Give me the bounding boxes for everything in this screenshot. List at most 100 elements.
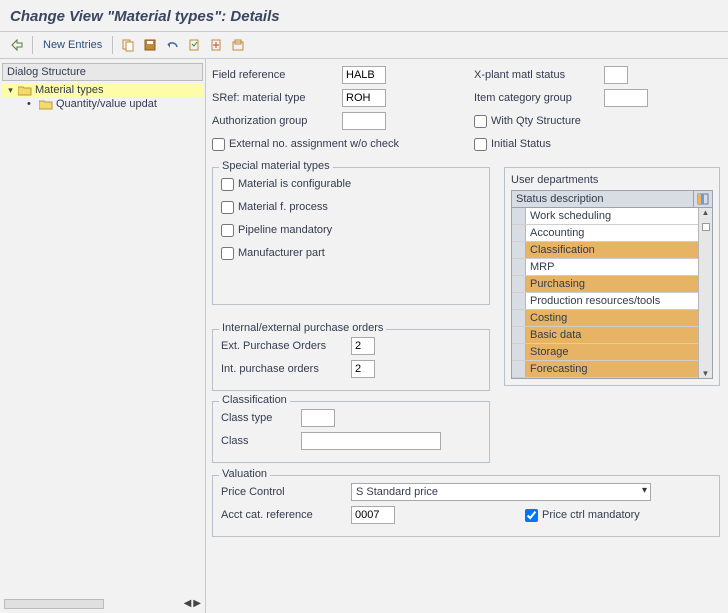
int-po-input[interactable] (351, 360, 375, 378)
dept-row[interactable]: Storage (512, 344, 698, 361)
dept-row[interactable]: Accounting (512, 225, 698, 242)
special-title: Special material types (219, 160, 333, 172)
price-control-label: Price Control (221, 486, 351, 498)
field-reference-input[interactable] (342, 66, 386, 84)
dept-cell: MRP (526, 259, 698, 275)
copy-icon[interactable] (119, 36, 137, 54)
scroll-down-icon[interactable]: ▼ (702, 369, 710, 378)
dept-row[interactable]: Work scheduling (512, 208, 698, 225)
row-handle[interactable] (512, 242, 526, 258)
sref-material-type-label: SRef: material type (212, 92, 342, 104)
dept-row[interactable]: Purchasing (512, 276, 698, 293)
purchase-orders-group: Internal/external purchase orders Ext. P… (212, 329, 490, 391)
row-handle[interactable] (512, 327, 526, 343)
acct-cat-input[interactable] (351, 506, 395, 524)
with-qty-checkbox[interactable] (474, 115, 487, 128)
field-reference-label: Field reference (212, 69, 342, 81)
ext-po-input[interactable] (351, 337, 375, 355)
manufacturer-label: Manufacturer part (238, 247, 325, 259)
tree-label: Material types (35, 84, 103, 96)
class-input[interactable] (301, 432, 441, 450)
tree-item-quantity-value[interactable]: • Quantity/value updat (2, 97, 203, 111)
sref-material-type-input[interactable] (342, 89, 386, 107)
f-process-label: Material f. process (238, 201, 328, 213)
tree-collapse-icon[interactable]: ▾ (6, 85, 15, 96)
tree-label: Quantity/value updat (56, 98, 157, 110)
x-plant-input[interactable] (604, 66, 628, 84)
classification-group: Classification Class type Class (212, 401, 490, 463)
icon-a[interactable] (185, 36, 203, 54)
scroll-up-icon[interactable]: ▲ (702, 208, 710, 217)
row-handle[interactable] (512, 344, 526, 360)
purchase-title: Internal/external purchase orders (219, 322, 386, 334)
user-departments-group: User departments Status description Work… (504, 167, 720, 386)
class-type-label: Class type (221, 412, 301, 424)
row-handle[interactable] (512, 259, 526, 275)
nav-right-icon[interactable]: ▶ (193, 598, 201, 609)
folder-open-icon (18, 85, 32, 96)
dept-cell: Work scheduling (526, 208, 698, 224)
undo-icon[interactable] (163, 36, 181, 54)
dept-row[interactable]: Costing (512, 310, 698, 327)
dept-cell: Classification (526, 242, 698, 258)
departments-header[interactable]: Status description (512, 191, 694, 207)
dept-cell: Purchasing (526, 276, 698, 292)
manufacturer-checkbox[interactable] (221, 247, 234, 260)
dept-row[interactable]: Classification (512, 242, 698, 259)
price-control-select[interactable]: S Standard price (351, 483, 651, 501)
content-area: Field reference SRef: material type Auth… (206, 59, 728, 613)
table-settings-icon[interactable] (694, 191, 712, 207)
icon-c[interactable] (229, 36, 247, 54)
valuation-title: Valuation (219, 468, 270, 480)
dept-row[interactable]: Production resources/tools (512, 293, 698, 310)
ext-po-label: Ext. Purchase Orders (221, 340, 351, 352)
price-mandatory-label: Price ctrl mandatory (542, 509, 640, 521)
price-mandatory-checkbox[interactable] (525, 509, 538, 522)
initial-status-label: Initial Status (491, 138, 551, 150)
dialog-structure-sidebar: Dialog Structure ▾ Material types • Quan… (0, 59, 206, 613)
page-title: Change View "Material types": Details (0, 0, 728, 32)
tree-item-material-types[interactable]: ▾ Material types (2, 83, 203, 97)
sidebar-scroll-stub (4, 599, 104, 609)
row-handle[interactable] (512, 208, 526, 224)
row-handle[interactable] (512, 225, 526, 241)
f-process-checkbox[interactable] (221, 201, 234, 214)
class-type-input[interactable] (301, 409, 335, 427)
authorization-group-label: Authorization group (212, 115, 342, 127)
configurable-label: Material is configurable (238, 178, 351, 190)
new-entries-button[interactable]: New Entries (39, 39, 106, 51)
nav-left-icon[interactable]: ◀ (184, 598, 192, 609)
dept-cell: Forecasting (526, 361, 698, 377)
row-handle[interactable] (512, 276, 526, 292)
item-cat-label: Item category group (474, 92, 604, 104)
pipeline-checkbox[interactable] (221, 224, 234, 237)
dept-cell: Basic data (526, 327, 698, 343)
configurable-checkbox[interactable] (221, 178, 234, 191)
folder-icon (39, 99, 53, 110)
save-icon[interactable] (141, 36, 159, 54)
dept-cell: Production resources/tools (526, 293, 698, 309)
row-handle[interactable] (512, 361, 526, 377)
dept-row[interactable]: Forecasting (512, 361, 698, 378)
dept-scrollbar[interactable]: ▲ ▼ (698, 208, 712, 378)
row-handle[interactable] (512, 293, 526, 309)
item-cat-input[interactable] (604, 89, 648, 107)
pipeline-label: Pipeline mandatory (238, 224, 332, 236)
toggle-icon[interactable] (8, 36, 26, 54)
x-plant-label: X-plant matl status (474, 69, 604, 81)
external-no-checkbox[interactable] (212, 138, 225, 151)
dept-row[interactable]: MRP (512, 259, 698, 276)
valuation-group: Valuation Price Control S Standard price… (212, 475, 720, 537)
initial-status-checkbox[interactable] (474, 138, 487, 151)
authorization-group-input[interactable] (342, 112, 386, 130)
dept-cell: Costing (526, 310, 698, 326)
dept-cell: Storage (526, 344, 698, 360)
dept-cell: Accounting (526, 225, 698, 241)
classification-title: Classification (219, 394, 290, 406)
row-handle[interactable] (512, 310, 526, 326)
class-label: Class (221, 435, 301, 447)
external-no-label: External no. assignment w/o check (229, 138, 399, 150)
dept-row[interactable]: Basic data (512, 327, 698, 344)
toolbar: New Entries (0, 32, 728, 59)
icon-b[interactable] (207, 36, 225, 54)
